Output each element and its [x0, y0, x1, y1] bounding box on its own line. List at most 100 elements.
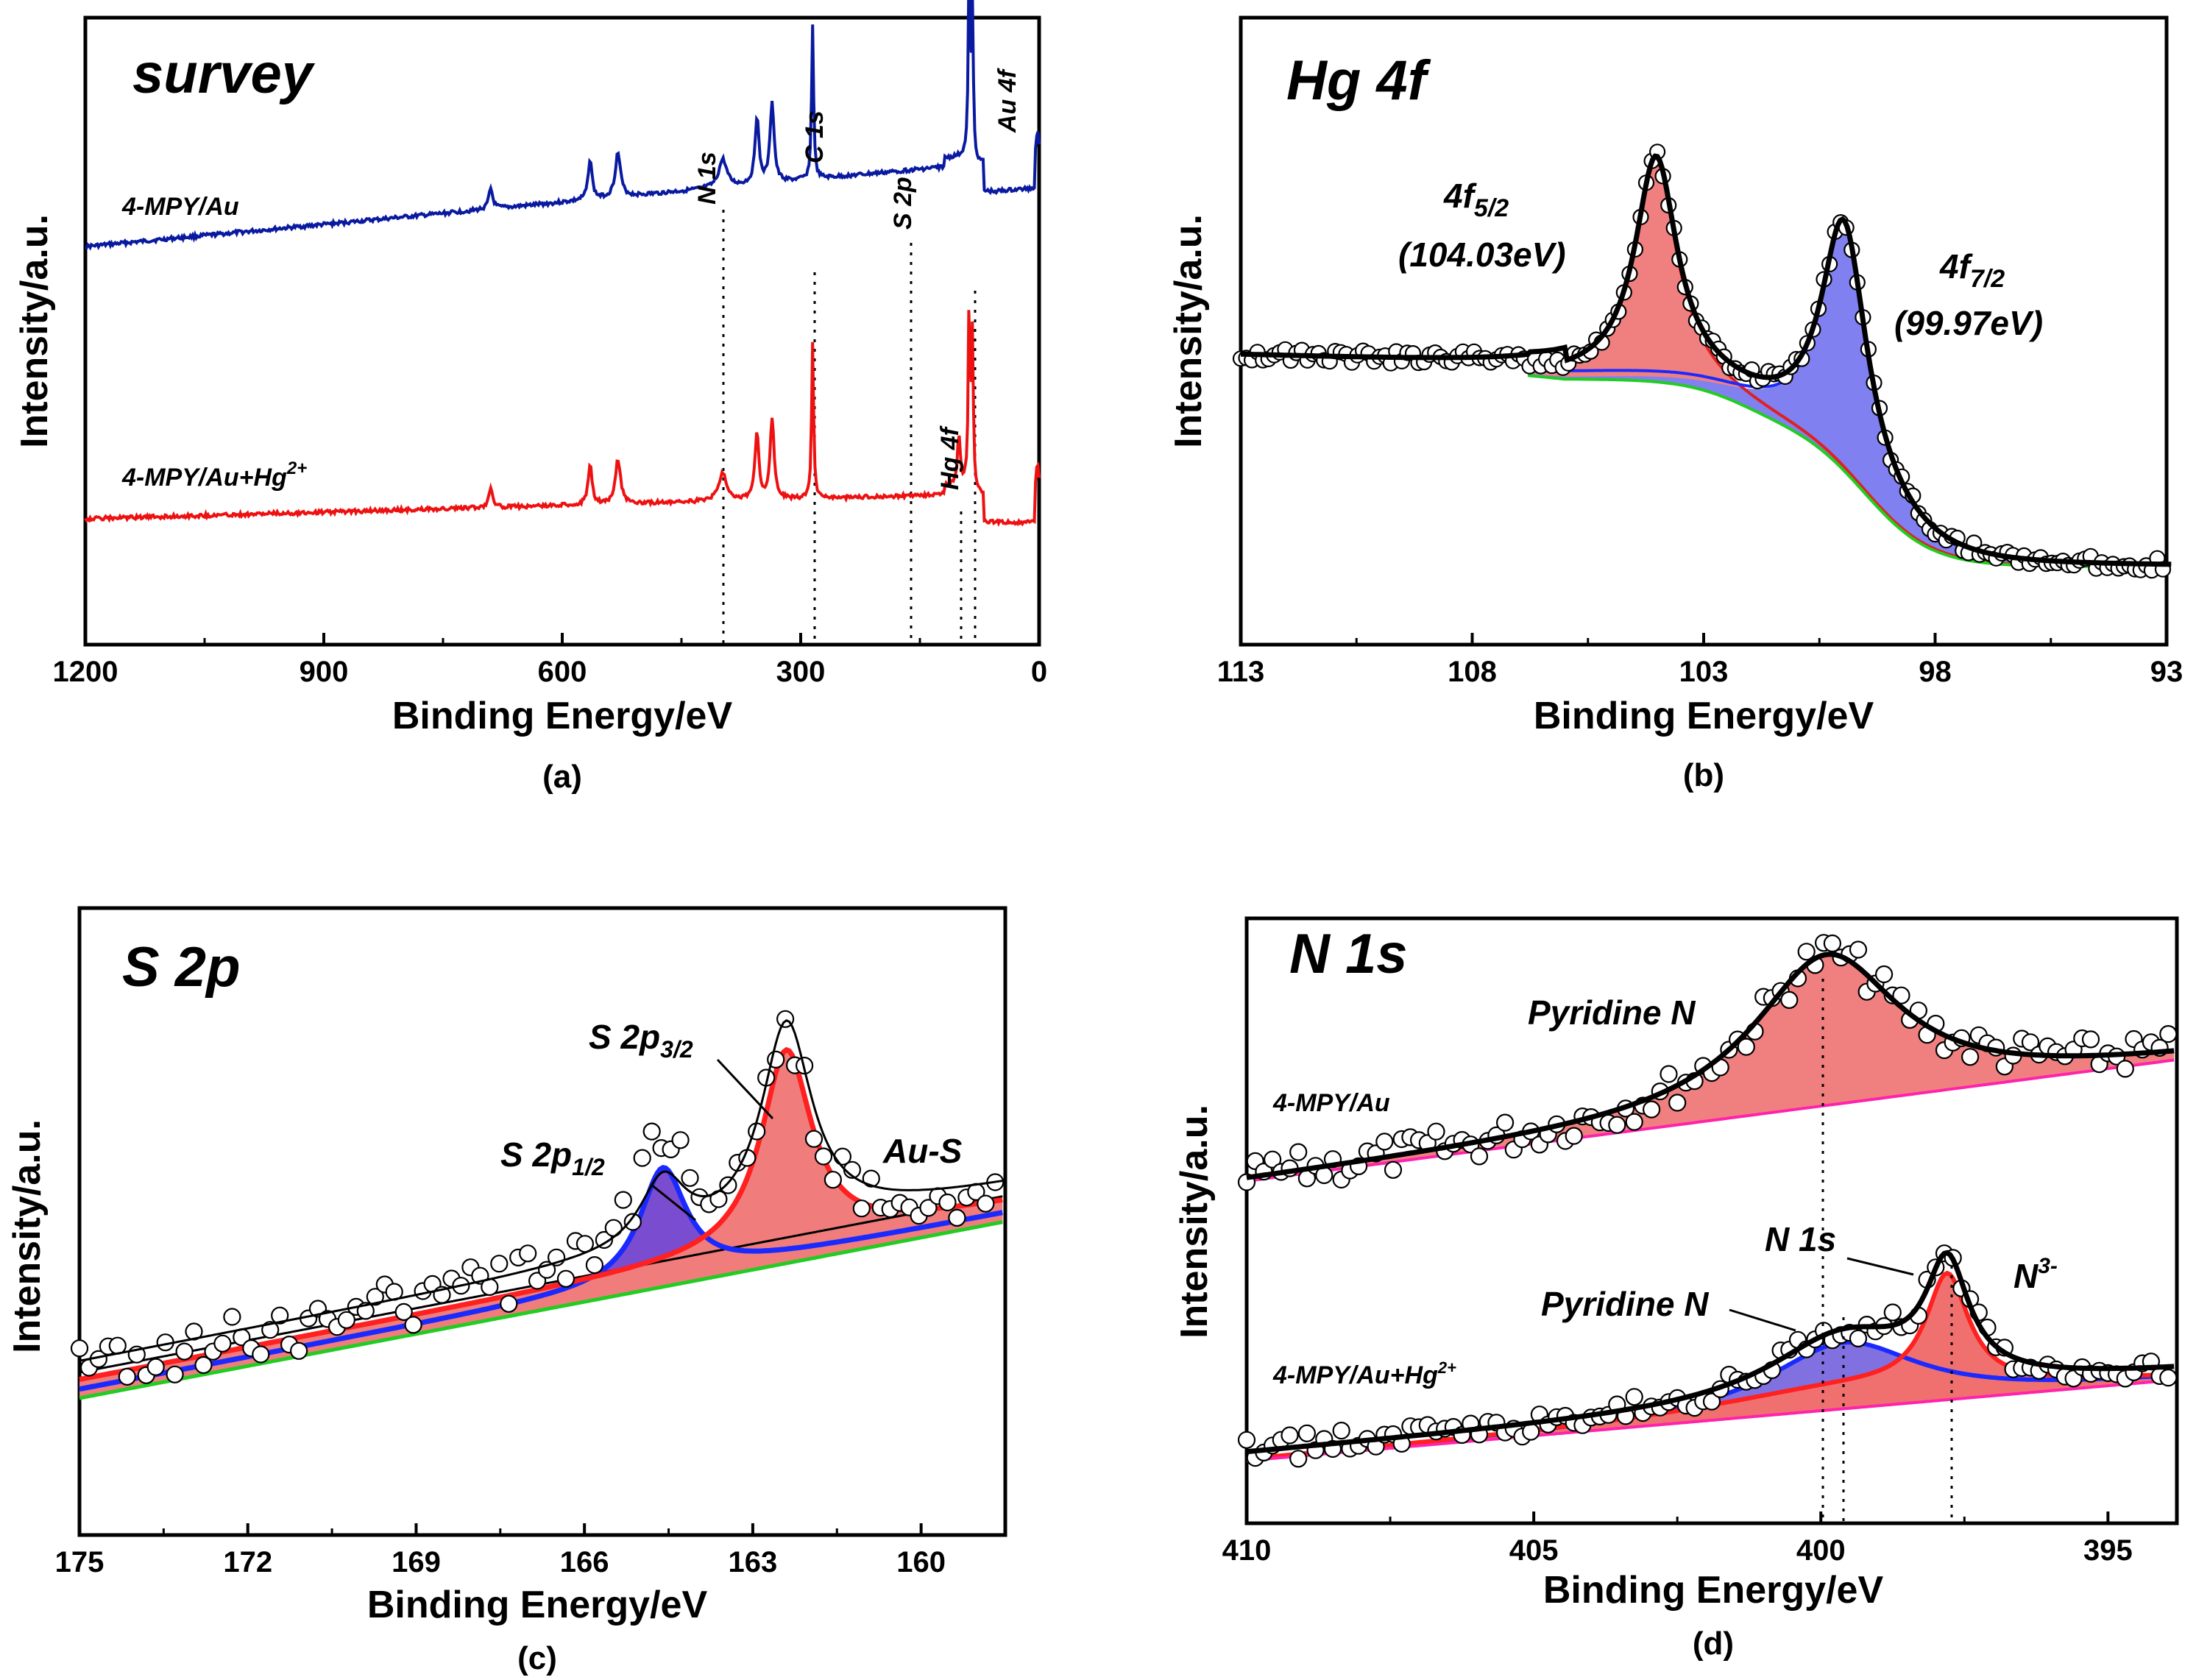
panel-b-label-4f72-main: 4f: [1939, 247, 1974, 286]
panel-d-title: N 1s: [1289, 923, 1408, 985]
panel-d-label-n3: N3-: [2013, 1254, 2058, 1295]
panel-d-top-data-point: [1875, 965, 1894, 984]
panel-c-data-point: [271, 1306, 289, 1325]
panel-c-data-point: [948, 1208, 966, 1227]
panel-d-label-series-bot: 4-MPY/Au+Hg2+: [1272, 1358, 1456, 1389]
panel-d-top-data-point: [1797, 943, 1816, 961]
panel-c: S 2p 175 172 169 166 163 160 Binding Energy/e…: [6, 906, 1007, 1676]
panel-c-ticks: 175 172 169 166 163 160: [55, 1523, 946, 1578]
tick-label: 400: [1796, 1534, 1846, 1567]
panel-d-top-data-point: [1427, 1122, 1445, 1141]
tick-label: 93: [2150, 656, 2183, 688]
panel-c-data-point: [175, 1342, 194, 1361]
panel-d-top-data-point: [1375, 1133, 1394, 1151]
tick-label: 0: [1031, 656, 1047, 688]
panel-c-peak-s2p12-line: [79, 1164, 1003, 1392]
panel-c-peak-aus-fill: [79, 1049, 1003, 1398]
panel-c-data-point: [366, 1288, 384, 1306]
panel-b-caption: (b): [1683, 757, 1724, 793]
panel-b-ticks: 113 108 103 98 93: [1217, 633, 2183, 688]
tick-label: 172: [223, 1546, 272, 1578]
panel-d-bottom-data-point: [1702, 1392, 1721, 1411]
panel-c-data-point: [862, 1169, 880, 1188]
panel-d-leader-pyridine-bot: [1729, 1308, 1796, 1332]
panel-c-data-point: [146, 1358, 165, 1376]
panel-c-ylabel: Intensity/a.u.: [6, 1119, 49, 1353]
panel-c-data-point: [194, 1355, 213, 1375]
panel-d-bottom-data-point: [2159, 1368, 2178, 1387]
panel-d-top-data-point: [1660, 1065, 1678, 1083]
tick-label: 108: [1448, 656, 1497, 688]
panel-c-label-s2p32-main: S 2p: [589, 1018, 660, 1056]
panel-b-label-4f52: 4f5/2: [1443, 177, 1509, 222]
panel-c-label-s2p12: S 2p1/2: [500, 1135, 605, 1180]
panel-b-label-4f52-main: 4f: [1443, 177, 1478, 215]
panel-a-label-au4f: Au 4f: [993, 67, 1021, 133]
panel-c-data-point: [804, 1130, 824, 1148]
panel-b-label-4f52-sub: 5/2: [1474, 194, 1509, 222]
panel-d-bottom-data-point: [1883, 1303, 1902, 1322]
tick-label: 175: [55, 1546, 105, 1578]
tick-label: 169: [392, 1546, 441, 1578]
panel-c-data-point: [719, 1176, 737, 1194]
panel-c-envelope: [79, 1018, 1003, 1362]
panel-c-data-point: [671, 1131, 690, 1149]
panel-d-bottom-data-point: [1281, 1426, 1299, 1445]
tick-label: 163: [729, 1546, 778, 1578]
panel-d-top-data-point: [1961, 1048, 1980, 1066]
panel-c-data-point: [252, 1345, 270, 1364]
panel-c-data-point: [490, 1255, 509, 1273]
panel-d-top-data-point: [1470, 1147, 1489, 1166]
panel-c-label-s2p12-sub: 1/2: [572, 1154, 605, 1180]
panel-b-envelope: [1241, 153, 2172, 567]
panel-d-bottom-data-point: [1289, 1450, 1308, 1468]
panel-d-label-n3-main: N: [2013, 1257, 2039, 1295]
panel-c-data-point: [585, 1255, 604, 1275]
panel-d-bottom-data-point: [1625, 1388, 1643, 1406]
panel-b-label-4f52-energy: (104.03eV): [1398, 235, 1566, 274]
panel-c-data-point: [824, 1171, 843, 1189]
panel-d-ylabel: Intensity/a.u.: [1173, 1105, 1216, 1339]
tick-label: 600: [538, 656, 587, 688]
panel-c-caption: (c): [517, 1640, 557, 1676]
panel-c-data-point: [213, 1334, 232, 1353]
panel-d-bottom-data-point: [1297, 1424, 1317, 1442]
tick-label: 113: [1217, 656, 1265, 688]
panel-b-label-4f72: 4f7/2: [1939, 247, 2005, 293]
panel-d-bottom-n3-fill: [1247, 1273, 2175, 1461]
panel-c-data-points: [70, 1010, 1005, 1386]
panel-a-series-4mpy-au-hg: [84, 310, 1041, 527]
panel-d-label-pyridine-bot: Pyridine N: [1541, 1285, 1709, 1323]
tick-label: 166: [560, 1546, 609, 1578]
panel-c-data-point: [70, 1339, 89, 1358]
panel-c-data-point: [938, 1193, 957, 1212]
panel-b-peak-4f72-fill: [1528, 223, 2130, 567]
panel-c-data-point: [852, 1199, 871, 1218]
panel-d-top-data-point: [1823, 934, 1841, 953]
panel-a-series-label-red-main: 4-MPY/Au+Hg: [121, 464, 287, 492]
panel-c-data-point: [290, 1341, 308, 1360]
panel-d: N 1s 410 405 400 395 Binding Energy/eV Inte…: [1173, 916, 2179, 1662]
panel-d-caption: (d): [1693, 1626, 1734, 1662]
panel-c-data-point: [614, 1191, 632, 1209]
panel-d-bottom-data-point: [1849, 1329, 1868, 1348]
panel-d-ticks: 410 405 400 395: [1222, 1511, 2133, 1567]
panel-d-top-data-point: [1643, 1100, 1661, 1119]
tick-label: 395: [2083, 1534, 2133, 1567]
panel-d-label-n1s: N 1s: [1765, 1220, 1836, 1258]
panel-d-label-series-top: 4-MPY/Au: [1272, 1089, 1390, 1117]
panel-d-top-data-point: [2021, 1033, 2040, 1052]
panel-d-top-data-point: [1263, 1150, 1282, 1169]
panel-c-data-point: [337, 1311, 355, 1329]
panel-d-top-data-point: [1289, 1143, 1308, 1161]
panel-a-title: survey: [132, 43, 316, 105]
panel-c-data-point: [118, 1367, 136, 1386]
panel-c-xlabel: Binding Energy/eV: [367, 1584, 708, 1626]
panel-c-label-s2p32: S 2p3/2: [589, 1018, 693, 1063]
tick-label: 405: [1509, 1534, 1559, 1567]
panel-c-data-point: [519, 1244, 537, 1263]
panel-c-data-point: [394, 1302, 413, 1322]
panel-c-data-point: [500, 1294, 518, 1313]
panel-d-bottom-envelope: [1246, 1250, 2175, 1455]
panel-c-frame: [77, 906, 1007, 1537]
